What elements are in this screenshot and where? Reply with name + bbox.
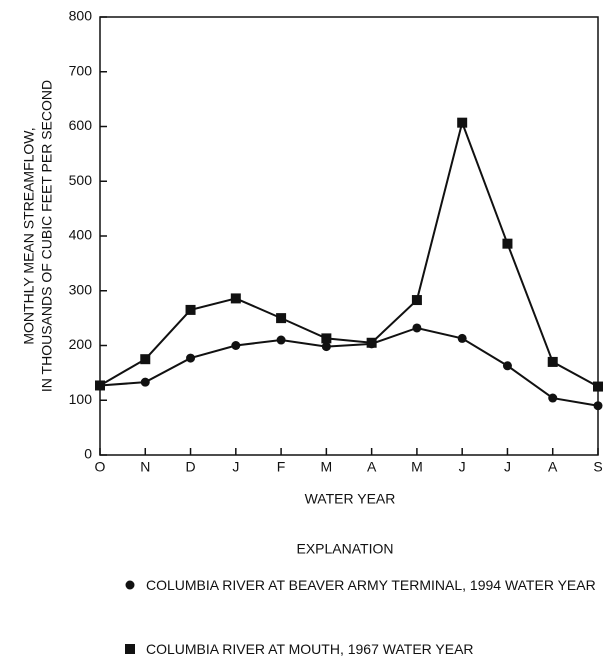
legend-marker bbox=[125, 644, 135, 654]
x-tick-label: O bbox=[95, 459, 106, 475]
point bbox=[457, 117, 468, 128]
y-tick-label: 800 bbox=[69, 8, 93, 24]
legend-label: COLUMBIA RIVER AT MOUTH, 1967 WATER YEAR bbox=[146, 641, 474, 657]
y-tick-label: 500 bbox=[69, 172, 93, 188]
x-tick-label: J bbox=[232, 459, 239, 475]
point bbox=[95, 380, 105, 391]
point bbox=[547, 356, 558, 367]
y-tick-label: 700 bbox=[69, 62, 93, 78]
y-tick-label: 100 bbox=[69, 391, 93, 407]
y-tick-label: 600 bbox=[69, 117, 93, 133]
point bbox=[502, 361, 512, 371]
x-tick-label: N bbox=[140, 459, 150, 475]
legend-marker bbox=[125, 580, 135, 590]
point bbox=[502, 238, 513, 249]
y-tick-label: 200 bbox=[69, 336, 93, 352]
x-tick-label: A bbox=[548, 459, 558, 475]
x-tick-label: S bbox=[593, 459, 602, 475]
plot-frame bbox=[99, 16, 599, 456]
point bbox=[366, 337, 377, 348]
point bbox=[276, 313, 287, 324]
x-tick-label: J bbox=[504, 459, 511, 475]
point bbox=[411, 295, 422, 306]
point bbox=[230, 293, 241, 304]
y-axis-label: MONTHLY MEAN STREAMFLOW, bbox=[21, 127, 37, 344]
y-tick-label: 300 bbox=[69, 281, 93, 297]
series-line bbox=[99, 326, 599, 407]
point bbox=[593, 401, 603, 411]
point bbox=[321, 342, 331, 352]
y-tick-label: 0 bbox=[84, 446, 92, 462]
point bbox=[185, 304, 196, 315]
x-tick-label: M bbox=[321, 459, 333, 475]
x-tick-label: F bbox=[277, 459, 286, 475]
point bbox=[276, 335, 286, 345]
series-line bbox=[99, 119, 599, 388]
point bbox=[593, 381, 603, 392]
point bbox=[140, 377, 150, 387]
y-axis-label: IN THOUSANDS OF CUBIC FEET PER SECOND bbox=[39, 80, 55, 392]
point bbox=[412, 323, 422, 333]
y-tick-label: 400 bbox=[69, 227, 93, 243]
legend-label: COLUMBIA RIVER AT BEAVER ARMY TERMINAL, … bbox=[146, 577, 596, 593]
x-tick-label: J bbox=[459, 459, 466, 475]
legend-title: EXPLANATION bbox=[297, 541, 394, 557]
x-axis-label: WATER YEAR bbox=[305, 491, 396, 507]
x-tick-label: M bbox=[411, 459, 423, 475]
point bbox=[186, 353, 196, 363]
x-tick-label: D bbox=[185, 459, 195, 475]
point bbox=[321, 333, 332, 344]
x-tick-label: A bbox=[367, 459, 377, 475]
point bbox=[548, 393, 558, 403]
point bbox=[140, 354, 151, 365]
point bbox=[231, 341, 241, 350]
point bbox=[457, 333, 467, 343]
